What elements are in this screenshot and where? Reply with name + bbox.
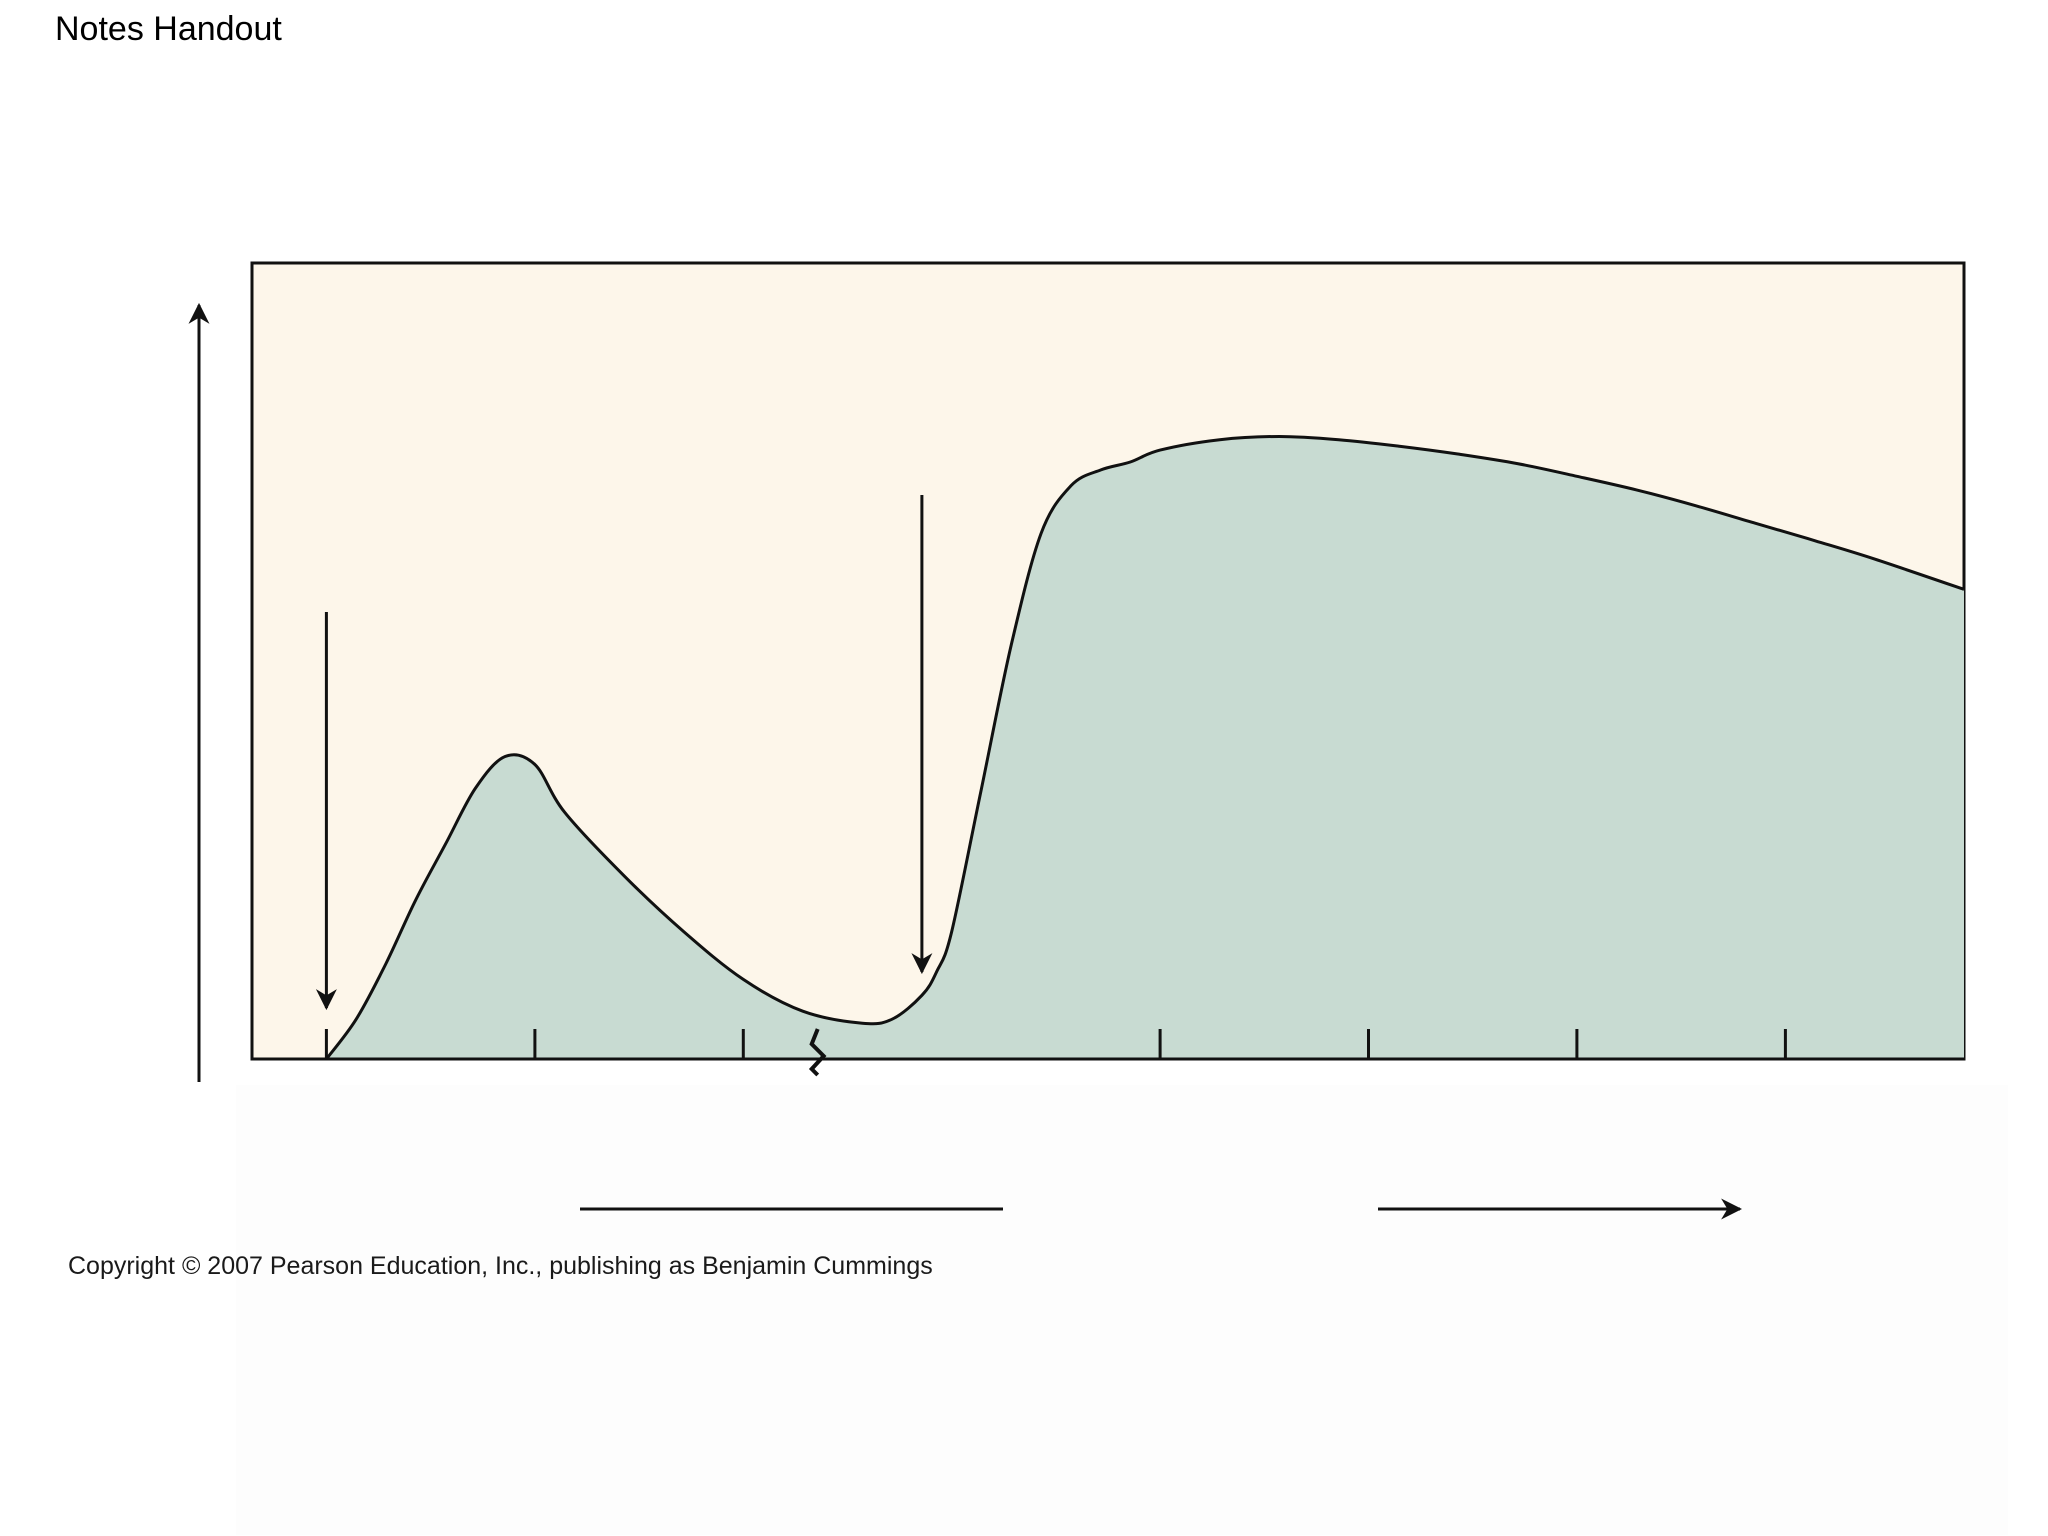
x-axis-ticks bbox=[324, 1029, 1787, 1059]
copyright-notice: Copyright © 2007 Pearson Education, Inc.… bbox=[68, 1252, 933, 1280]
page-title: Notes Handout bbox=[55, 10, 282, 48]
exposure-arrows bbox=[315, 495, 933, 1011]
response-area bbox=[326, 436, 1964, 1059]
figure-label-panel bbox=[236, 1085, 2008, 1535]
response-curve bbox=[325, 434, 1965, 1060]
axis-break-mark bbox=[808, 1028, 827, 1077]
